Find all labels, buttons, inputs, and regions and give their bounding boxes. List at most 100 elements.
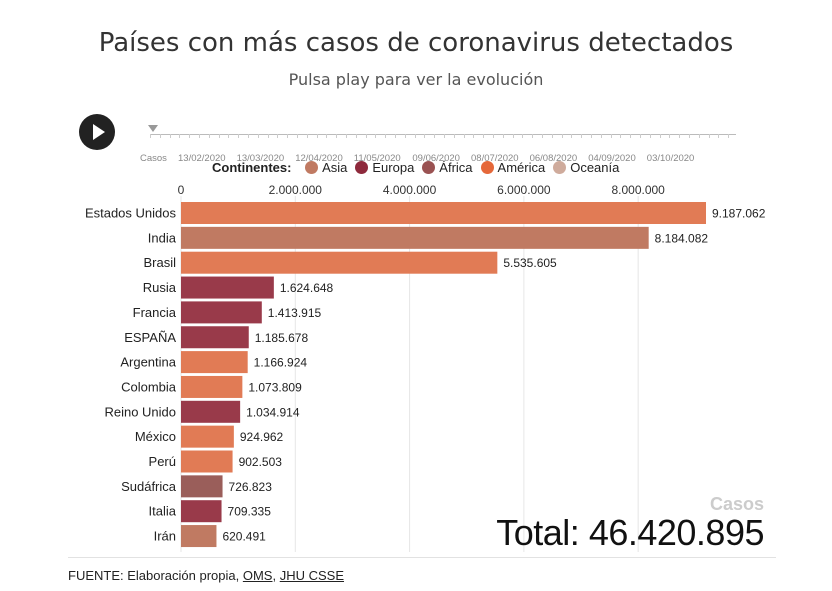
timeline-handle-icon[interactable]	[148, 125, 158, 132]
category-label: Colombia	[121, 379, 177, 394]
timeline-date-label: 06/08/2020	[529, 153, 578, 164]
timeline-tick	[434, 134, 436, 138]
timeline-tick	[150, 134, 151, 138]
bar-chart: 0 2.000.000 4.000.000 6.000.000 8.000.000 Est…	[85, 183, 766, 552]
category-label: ESPAÑA	[124, 330, 176, 345]
oms-link[interactable]: OMS	[242, 568, 273, 583]
legend-item[interactable]: Europa	[355, 160, 414, 175]
timeline-tick	[385, 134, 387, 138]
timeline-date-label: 13/02/2020	[178, 153, 226, 164]
timeline-tick	[404, 134, 406, 138]
timeline-date-label: 03/10/2020	[646, 153, 695, 164]
value-label: 709.335	[228, 505, 272, 519]
footer-prefix: FUENTE: Elaboración propia,	[68, 568, 243, 583]
value-label: 9.187.062	[712, 207, 766, 221]
legend-item[interactable]: América	[480, 160, 546, 175]
bar	[181, 301, 262, 324]
timeline-tick	[365, 134, 367, 138]
timeline-tick	[306, 134, 308, 138]
timeline-tick	[640, 134, 641, 138]
legend-title: Continentes:	[212, 160, 292, 175]
timeline-tick	[718, 134, 720, 138]
timeline-tick	[169, 134, 171, 138]
timeline-tick	[375, 134, 377, 138]
timeline-tick	[502, 134, 504, 138]
timeline-tick	[571, 134, 573, 138]
jhu-csse-link[interactable]: JHU CSSE	[279, 568, 345, 583]
timeline-tick	[287, 134, 289, 138]
timeline-tick	[630, 134, 632, 138]
timeline-tick	[248, 134, 249, 138]
timeline-tick	[326, 134, 328, 138]
timeline-track[interactable]	[150, 134, 736, 135]
timeline-tick	[199, 134, 200, 138]
legend-label: Europa	[372, 160, 415, 175]
value-label: 1.413.915	[268, 306, 322, 320]
legend-item[interactable]: Asia	[305, 160, 347, 175]
timeline-ticks: Casos 13/02/2020 13/03/2020 12/04/2020 11/05…	[140, 134, 736, 164]
timeline-tick	[208, 134, 210, 138]
category-label: Sudáfrica	[121, 479, 177, 494]
timeline-tick	[542, 134, 543, 138]
legend-label: Asia	[322, 160, 348, 175]
timeline-tick	[179, 134, 181, 138]
timeline-tick	[620, 134, 622, 138]
timeline-tick	[591, 134, 592, 138]
x-tick-label: 0	[178, 183, 185, 197]
legend-swatch-icon	[422, 161, 436, 174]
timeline-tick	[228, 134, 230, 138]
bar	[181, 202, 706, 224]
category-label: Italia	[149, 504, 177, 519]
chart-title: Países con más casos de coronavirus dete…	[98, 28, 734, 58]
timeline-date-label: 12/04/2020	[295, 153, 343, 164]
legend-swatch-icon	[355, 161, 369, 174]
value-label: 1.185.678	[255, 331, 309, 345]
legend-swatch-icon	[480, 161, 494, 174]
value-label: 8.184.082	[655, 231, 709, 245]
bar	[181, 326, 249, 349]
legend-label: África	[439, 160, 473, 175]
source-footer: FUENTE: Elaboración propia, OMS, JHU CSS…	[68, 568, 344, 583]
legend-label: América	[497, 160, 546, 175]
value-label: 620.491	[222, 530, 266, 544]
value-label: 924.962	[240, 430, 284, 444]
bar	[181, 251, 498, 274]
timeline-tick	[483, 134, 485, 138]
category-label: Francia	[133, 305, 177, 320]
value-label: 902.503	[239, 455, 283, 469]
legend-item[interactable]: África	[422, 160, 473, 175]
timeline-tick	[581, 134, 583, 138]
timeline-tick	[610, 134, 612, 138]
bar	[181, 400, 241, 423]
timeline-slider[interactable]: Casos 13/02/2020 13/03/2020 12/04/2020 11/05…	[140, 120, 736, 164]
total-metric-label: Casos	[709, 494, 764, 514]
timeline-tick	[512, 134, 514, 138]
timeline-tick	[669, 134, 671, 138]
bar	[181, 425, 234, 448]
timeline-date-label: 08/07/2020	[471, 153, 519, 164]
category-label: Irán	[154, 529, 176, 544]
timeline-tick	[453, 134, 455, 138]
bar	[181, 525, 217, 548]
timeline-tick	[159, 134, 161, 138]
x-tick-label: 2.000.000	[269, 183, 323, 197]
timeline-tick	[189, 134, 191, 138]
bar	[181, 375, 243, 398]
timeline-tick	[551, 134, 553, 138]
timeline-tick	[267, 134, 269, 138]
play-button[interactable]	[79, 114, 115, 150]
legend-label: Oceanía	[570, 160, 620, 175]
continent-legend: Continentes: Asia Europa África América Ocea…	[212, 160, 627, 175]
timeline-tick	[600, 134, 602, 138]
value-label: 1.166.924	[254, 356, 308, 370]
timeline-tick	[395, 134, 396, 138]
bar	[181, 276, 274, 299]
x-tick-label: 8.000.000	[611, 183, 665, 197]
chart-subtitle: Pulsa play para ver la evolución	[288, 70, 544, 89]
timeline-date-label: 04/09/2020	[588, 153, 636, 164]
category-label: Reino Unido	[104, 404, 176, 419]
legend-item[interactable]: Oceanía	[553, 160, 619, 175]
value-label: 1.624.648	[280, 281, 334, 295]
total-cases: Total: 46.420.895	[496, 512, 764, 553]
category-label: India	[148, 230, 177, 245]
